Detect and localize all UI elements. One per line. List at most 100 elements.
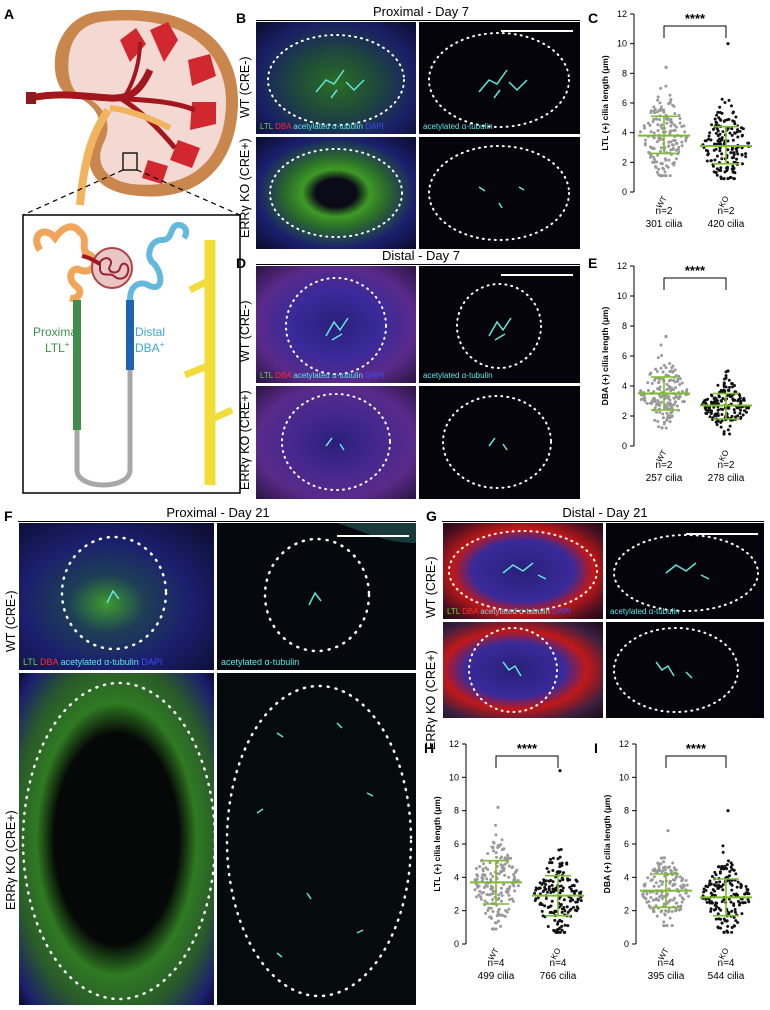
data-point [681,877,685,881]
proximal-label: Proximal [33,325,80,339]
proximal-marker-text: LTL [45,341,65,355]
chan-tubulin: acetylated α-tubulin [293,122,363,131]
chan-dba-f: DBA [40,657,59,667]
data-point [510,897,514,901]
data-point [719,420,723,424]
data-point [747,892,751,896]
data-point [665,411,669,415]
y-tick-label: 2 [624,906,629,916]
data-point [662,860,666,864]
data-point [713,903,717,907]
data-point [560,910,564,914]
data-point [476,885,480,889]
data-point [656,95,660,99]
data-point [709,138,713,142]
data-point [744,891,748,895]
data-point [543,904,547,908]
data-point [671,364,675,368]
data-point [481,890,485,894]
channel-legend-b: LTL DBA acetylated α-tubulin DAPI [260,122,384,131]
data-point [562,898,566,902]
data-point [732,902,736,906]
data-point [568,885,572,889]
y-tick-label: 6 [454,839,459,849]
data-point [668,398,672,402]
data-point [647,904,651,908]
data-point [678,121,682,125]
data-point [485,884,489,888]
data-point [657,864,661,868]
data-point [726,42,730,46]
data-point [552,911,556,915]
data-point [473,878,477,882]
image-f-wt-merge: LTL DBA acetylated α-tubulin DAPI [19,523,214,670]
y-tick-label: 10 [617,39,627,49]
data-point [644,897,648,901]
y-tick-label: 0 [454,939,459,949]
data-point [560,928,564,932]
data-point [490,916,494,920]
chan-ltl: LTL [260,122,273,131]
data-point [499,856,503,860]
data-point [716,925,720,929]
data-point [739,882,743,886]
proximal-marker: LTL+ [45,340,69,355]
data-point [661,370,665,374]
data-point [485,877,489,881]
data-point [572,891,576,895]
data-point [741,398,745,402]
data-point [720,97,724,101]
data-point [673,878,677,882]
data-point [716,402,720,406]
panel-b-title: Proximal - Day 7 [372,4,470,19]
distal-marker-sup: + [159,340,165,349]
data-point [660,896,664,900]
data-point [507,907,511,911]
data-point [541,889,545,893]
image-f-ko-tubulin [217,673,416,1005]
y-axis-label: LTL (+) cilia length (μm) [432,796,442,891]
proximal-marker-sup: + [64,340,70,349]
data-point [717,906,721,910]
data-point [663,174,667,178]
data-point [747,406,751,410]
group-count-label: 420 cilia [708,219,745,230]
data-point [656,98,660,102]
data-point [652,131,656,135]
data-point [685,883,689,887]
data-point [682,400,686,404]
data-point [665,405,669,409]
data-point [500,893,504,897]
channel-legend-d: LTL DBA acetylated α-tubulin DAPI [260,371,384,380]
data-point [550,860,554,864]
data-point [481,867,485,871]
data-point [558,930,562,934]
data-point [666,396,670,400]
data-point [732,924,736,928]
data-point [669,869,673,873]
data-point [557,848,561,852]
data-point [491,840,495,844]
y-tick-label: 8 [624,806,629,816]
data-point [722,430,726,434]
data-point [503,857,507,861]
data-point [739,415,743,419]
channel-legend-g: LTL DBA acetylated α-tubulin DAPI [447,607,571,616]
data-point [729,104,733,108]
data-point [556,922,560,926]
data-point [491,910,495,914]
panel-g-rule [442,521,764,522]
data-point [475,873,479,877]
data-point [716,412,720,416]
data-point [723,170,727,174]
data-point [563,909,567,913]
data-point [473,888,477,892]
data-point [669,369,673,373]
data-point [726,148,730,152]
data-point [732,868,736,872]
data-point [674,142,678,146]
data-point [718,132,722,136]
data-point [482,885,486,889]
data-point [707,408,711,412]
